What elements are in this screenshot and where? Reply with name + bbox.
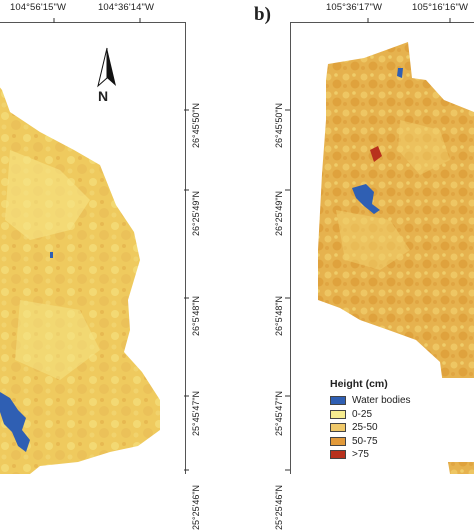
light-patch-b1 [336,210,410,270]
lat-label-b-5: 25°25'46"N [274,484,284,530]
light-patch-a [5,150,90,240]
lon-label-a-1: 104°56'15"W [10,2,67,13]
lon-label-b-2: 105°16'16"W [412,2,469,13]
legend-item: >75 [326,448,474,462]
lat-label-a-2: 26°25'49"N [191,190,201,236]
light-patch-b2 [398,120,450,175]
lat-label-b-4: 25°45'47"N [274,390,284,436]
legend-item: Water bodies [326,394,474,408]
water-body-b1 [352,184,380,214]
legend-item: 0-25 [326,408,474,422]
legend-swatch [330,423,346,433]
lat-label-a-1: 26°45'50"N [191,102,201,148]
water-body-a2 [50,252,53,258]
legend-swatch [330,450,346,460]
legend-label: 25-50 [352,422,378,434]
lat-label-a-4: 25°45'47"N [191,390,201,436]
legend-swatch [330,409,346,419]
light-patch-a2 [15,300,100,380]
lat-label-b-2: 26°25'49"N [274,190,284,236]
lat-label-a-3: 26°5'48"N [191,295,201,336]
legend-swatch [330,436,346,446]
legend-label: Water bodies [352,395,411,407]
legend-label: 0-25 [352,408,373,420]
tall-vegetation-b [370,146,382,162]
lon-label-a-2: 104°36'14"W [98,2,155,13]
lat-label-a-5: 25°25'46"N [191,484,201,530]
legend: Height (cm) Water bodies 0-25 25-50 50-75 >7… [326,378,474,462]
water-body-b2 [397,68,403,78]
north-arrow-icon [97,47,116,88]
panel-b-label: b) [254,4,271,25]
legend-title: Height (cm) [330,378,388,390]
legend-label: 50-75 [352,435,378,447]
legend-item: 50-75 [326,435,474,449]
legend-swatch [330,396,346,406]
lon-label-b-1: 105°36'17"W [326,2,383,13]
legend-label: >75 [352,449,369,461]
study-area-a [0,87,160,474]
north-arrow-label: N [98,88,109,104]
legend-item: 25-50 [326,421,474,435]
lat-label-b-1: 26°45'50"N [274,102,284,148]
water-body-a1 [0,392,30,452]
lat-label-b-3: 26°5'48"N [274,295,284,336]
map-canvas [0,18,474,474]
